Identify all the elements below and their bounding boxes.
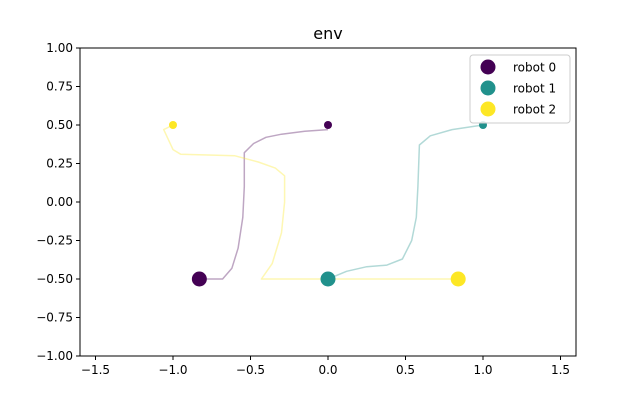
x-tick-label: −0.5 [236,363,265,377]
legend-label-robot-1: robot 1 [513,82,556,96]
robot-1-start-marker [320,271,336,287]
chart-title: env [313,24,342,43]
robot-2-path [162,124,459,280]
trajectory-layer [162,124,484,280]
y-tick-label: 0.50 [46,118,73,132]
robot-0-path [199,128,329,280]
y-tick-label: −0.25 [36,234,73,248]
y-tick-label: 0.00 [46,195,73,209]
robot-2-start-marker [450,271,466,287]
legend: robot 0 robot 1 robot 2 [469,54,571,124]
robot-2-goal-marker [169,121,177,129]
robot-0-start-marker [191,271,207,287]
robot-0-goal-marker [324,121,332,129]
y-tick-label: −0.50 [36,272,73,286]
x-tick-label: 1.5 [551,363,570,377]
legend-label-robot-2: robot 2 [513,103,556,117]
robot-1-path [327,124,484,280]
x-tick-label: 0.5 [396,363,415,377]
marker-layer [169,121,487,287]
x-tick-label: 1.0 [473,363,492,377]
x-axis: −1.5 −1.0 −0.5 0.0 0.5 1.0 1.5 [81,356,570,377]
y-axis: −1.00 −0.75 −0.50 −0.25 0.00 0.25 0.50 0.75 1.00 [36,41,80,363]
legend-marker-robot-2 [480,101,496,117]
legend-box [469,54,571,124]
legend-label-robot-0: robot 0 [513,61,556,75]
legend-marker-robot-0 [480,59,496,75]
x-tick-label: 0.0 [318,363,337,377]
y-tick-label: 0.75 [46,80,73,94]
y-tick-label: −1.00 [36,349,73,363]
y-tick-label: 1.00 [46,41,73,55]
legend-marker-robot-1 [480,80,496,96]
y-tick-label: −0.75 [36,311,73,325]
x-tick-label: −1.0 [158,363,187,377]
y-tick-label: 0.25 [46,157,73,171]
x-tick-label: −1.5 [81,363,110,377]
